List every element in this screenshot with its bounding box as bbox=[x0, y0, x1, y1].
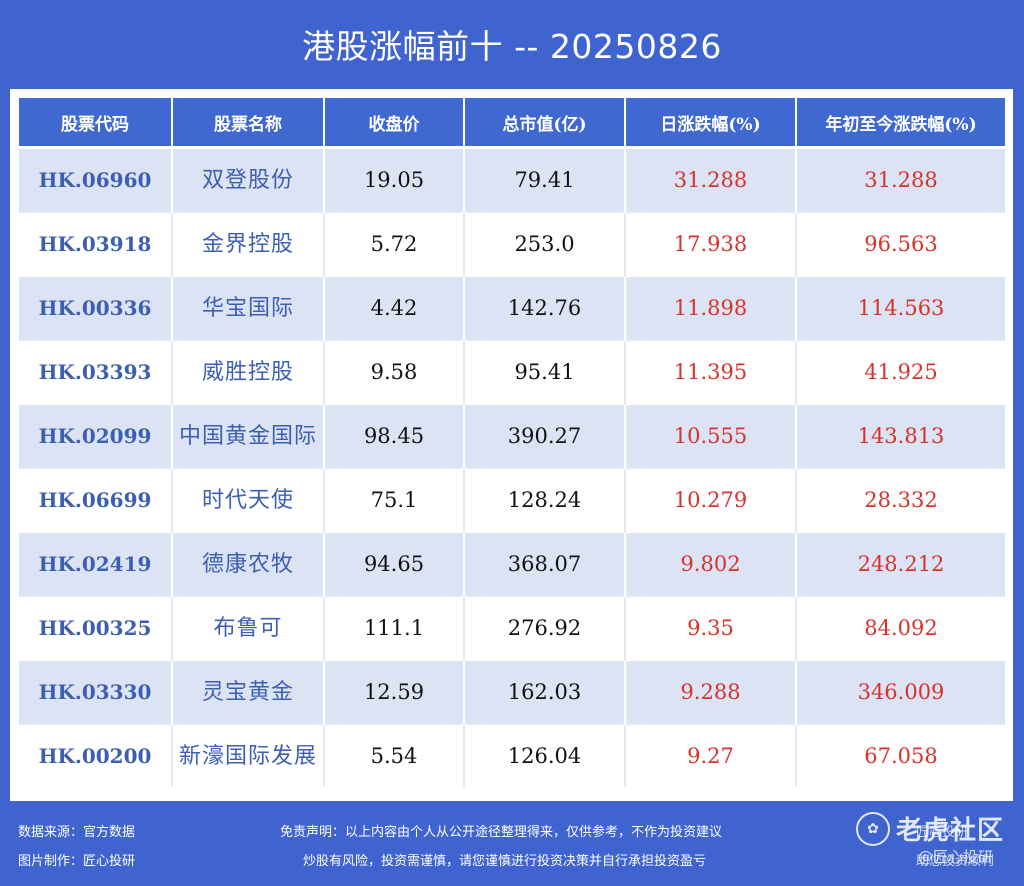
table-row: HK.00336 华宝国际 4.42 142.76 11.898 114.563 bbox=[19, 275, 1005, 340]
cell-ytd-change: 67.058 bbox=[796, 723, 1005, 787]
footer-disclaimer-line2: 炒股有风险，投资需谨慎，请您谨慎进行投资决策并自行承担投资盈亏 bbox=[303, 854, 707, 869]
cell-stock-code: HK.02419 bbox=[19, 531, 173, 596]
cell-stock-code: HK.00200 bbox=[19, 723, 173, 787]
table-row: HK.03330 灵宝黄金 12.59 162.03 9.288 346.009 bbox=[19, 659, 1005, 724]
cell-ytd-change: 143.813 bbox=[796, 403, 1005, 468]
cell-market-cap: 142.76 bbox=[464, 275, 626, 340]
cell-daily-change: 17.938 bbox=[625, 211, 797, 276]
cell-stock-name: 布鲁可 bbox=[172, 595, 325, 660]
cell-ytd-change: 346.009 bbox=[796, 659, 1005, 724]
watermark-sub: @匠心投研 bbox=[918, 848, 994, 866]
cell-market-cap: 162.03 bbox=[464, 659, 626, 724]
stock-table: 股票代码 股票名称 收盘价 总市值(亿) 日涨跌幅(%) 年初至今涨跌幅(%) … bbox=[19, 98, 1005, 787]
watermark: ✿ 老虎社区 bbox=[856, 810, 1004, 847]
header-stock-name: 股票名称 bbox=[172, 98, 325, 149]
cell-ytd-change: 41.925 bbox=[796, 339, 1005, 404]
cell-stock-name: 华宝国际 bbox=[172, 275, 325, 340]
table-row: HK.06699 时代天使 75.1 128.24 10.279 28.332 bbox=[19, 467, 1005, 532]
header-close-price: 收盘价 bbox=[324, 98, 465, 149]
cell-daily-change: 10.279 bbox=[625, 467, 797, 532]
cell-ytd-change: 28.332 bbox=[796, 467, 1005, 532]
header-stock-code: 股票代码 bbox=[19, 98, 173, 149]
footer: 数据来源：官方数据 图片制作：匠心投研 免责声明：以上内容由个人从公开途径整理得… bbox=[0, 808, 1024, 886]
table-row: HK.00200 新濠国际发展 5.54 126.04 9.27 67.058 bbox=[19, 723, 1005, 787]
table-header-row: 股票代码 股票名称 收盘价 总市值(亿) 日涨跌幅(%) 年初至今涨跌幅(%) bbox=[19, 98, 1005, 149]
table-row: HK.02099 中国黄金国际 98.45 390.27 10.555 143.813 bbox=[19, 403, 1005, 468]
cell-close-price: 5.54 bbox=[324, 723, 465, 787]
table-row: HK.02419 德康农牧 94.65 368.07 9.802 248.212 bbox=[19, 531, 1005, 596]
cell-daily-change: 10.555 bbox=[625, 403, 797, 468]
cell-daily-change: 9.288 bbox=[625, 659, 797, 724]
cell-daily-change: 9.35 bbox=[625, 595, 797, 660]
header-ytd-change: 年初至今涨跌幅(%) bbox=[796, 98, 1005, 149]
footer-source: 数据来源：官方数据 bbox=[18, 825, 136, 840]
footer-right-line2: 助您投资顺利 bbox=[916, 854, 995, 869]
cell-stock-code: HK.06960 bbox=[19, 146, 173, 212]
table-row: HK.03918 金界控股 5.72 253.0 17.938 96.563 bbox=[19, 211, 1005, 276]
cell-close-price: 4.42 bbox=[324, 275, 465, 340]
tiger-logo-icon: ✿ bbox=[856, 811, 890, 846]
cell-daily-change: 11.395 bbox=[625, 339, 797, 404]
table-row: HK.06960 双登股份 19.05 79.41 31.288 31.288 bbox=[19, 146, 1005, 212]
header-market-cap: 总市值(亿) bbox=[464, 98, 626, 149]
page-title: 港股涨幅前十 -- 20250826 bbox=[302, 27, 722, 66]
table-row: HK.03393 威胜控股 9.58 95.41 11.395 41.925 bbox=[19, 339, 1005, 404]
cell-market-cap: 79.41 bbox=[464, 146, 626, 212]
footer-disclaimer-line1: 免责声明：以上内容由个人从公开途径整理得来，仅供参考，不作为投资建议 bbox=[280, 825, 723, 840]
cell-stock-name: 灵宝黄金 bbox=[172, 659, 325, 724]
cell-stock-code: HK.00336 bbox=[19, 275, 173, 340]
cell-close-price: 5.72 bbox=[324, 211, 465, 276]
cell-close-price: 19.05 bbox=[324, 146, 465, 212]
cell-stock-name: 双登股份 bbox=[172, 146, 325, 212]
table-row: HK.00325 布鲁可 111.1 276.92 9.35 84.092 bbox=[19, 595, 1005, 660]
header-daily-change: 日涨跌幅(%) bbox=[625, 98, 797, 149]
cell-close-price: 94.65 bbox=[324, 531, 465, 596]
cell-market-cap: 253.0 bbox=[464, 211, 626, 276]
table-body: HK.06960 双登股份 19.05 79.41 31.288 31.288 HK.039… bbox=[19, 146, 1005, 787]
cell-market-cap: 128.24 bbox=[464, 467, 626, 532]
cell-daily-change: 9.27 bbox=[625, 723, 797, 787]
cell-close-price: 75.1 bbox=[324, 467, 465, 532]
cell-market-cap: 368.07 bbox=[464, 531, 626, 596]
cell-stock-code: HK.06699 bbox=[19, 467, 173, 532]
footer-maker: 图片制作：匠心投研 bbox=[18, 854, 136, 869]
cell-daily-change: 9.802 bbox=[625, 531, 797, 596]
cell-ytd-change: 248.212 bbox=[796, 531, 1005, 596]
cell-stock-name: 金界控股 bbox=[172, 211, 325, 276]
cell-stock-code: HK.03330 bbox=[19, 659, 173, 724]
cell-ytd-change: 96.563 bbox=[796, 211, 1005, 276]
cell-market-cap: 276.92 bbox=[464, 595, 626, 660]
cell-market-cap: 390.27 bbox=[464, 403, 626, 468]
cell-stock-code: HK.00325 bbox=[19, 595, 173, 660]
cell-market-cap: 126.04 bbox=[464, 723, 626, 787]
cell-stock-name: 德康农牧 bbox=[172, 531, 325, 596]
cell-stock-name: 新濠国际发展 bbox=[172, 723, 325, 787]
cell-stock-code: HK.03918 bbox=[19, 211, 173, 276]
cell-stock-name: 中国黄金国际 bbox=[172, 403, 325, 468]
cell-stock-name: 威胜控股 bbox=[172, 339, 325, 404]
cell-close-price: 111.1 bbox=[324, 595, 465, 660]
cell-ytd-change: 114.563 bbox=[796, 275, 1005, 340]
cell-close-price: 9.58 bbox=[324, 339, 465, 404]
cell-ytd-change: 31.288 bbox=[796, 146, 1005, 212]
cell-close-price: 98.45 bbox=[324, 403, 465, 468]
watermark-text: 老虎社区 bbox=[896, 816, 1005, 846]
cell-stock-name: 时代天使 bbox=[172, 467, 325, 532]
cell-stock-code: HK.03393 bbox=[19, 339, 173, 404]
table-panel: 股票代码 股票名称 收盘价 总市值(亿) 日涨跌幅(%) 年初至今涨跌幅(%) … bbox=[10, 89, 1013, 801]
footer-right-line1: 匠心投研 bbox=[916, 825, 969, 840]
cell-ytd-change: 84.092 bbox=[796, 595, 1005, 660]
cell-daily-change: 11.898 bbox=[625, 275, 797, 340]
cell-close-price: 12.59 bbox=[324, 659, 465, 724]
cell-daily-change: 31.288 bbox=[625, 146, 797, 212]
cell-stock-code: HK.02099 bbox=[19, 403, 173, 468]
cell-market-cap: 95.41 bbox=[464, 339, 626, 404]
